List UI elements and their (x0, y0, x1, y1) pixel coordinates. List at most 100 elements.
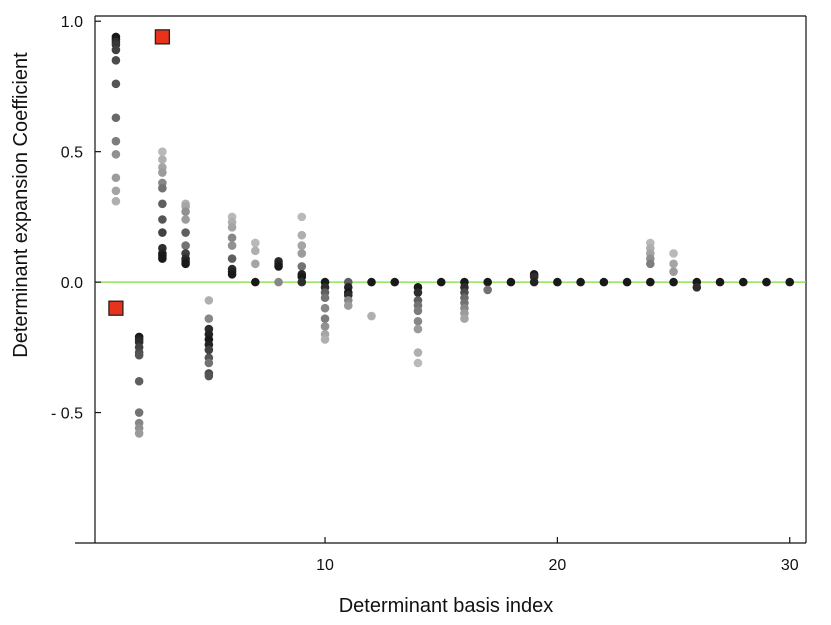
data-point (111, 45, 121, 55)
data-point (390, 277, 400, 287)
data-point (111, 113, 121, 123)
data-point (251, 259, 260, 269)
x-tick-label: 30 (781, 557, 799, 574)
data-point (762, 277, 771, 287)
data-point (413, 324, 423, 334)
data-point (111, 136, 121, 146)
data-point (227, 269, 237, 279)
data-point (297, 262, 307, 271)
data-point (297, 249, 307, 258)
data-point (274, 277, 283, 287)
y-axis-ticks: 1.0 0.5 0.0 - 0.5 (51, 14, 101, 423)
data-point (553, 277, 562, 287)
data-point (738, 277, 748, 287)
data-point (181, 207, 190, 216)
data-point (413, 306, 423, 316)
data-point (483, 277, 492, 287)
data-point (669, 259, 678, 269)
data-point (181, 259, 190, 269)
data-point (413, 348, 423, 357)
data-point (343, 301, 353, 310)
data-point (181, 241, 190, 250)
data-point (367, 311, 376, 321)
data-point (692, 283, 702, 292)
data-point (181, 215, 190, 224)
x-axis-ticks: 10 20 30 (316, 537, 799, 574)
data-point (251, 246, 260, 256)
highlight-marker (108, 300, 124, 316)
data-point (134, 350, 144, 360)
data-point (622, 277, 632, 287)
highlight-layer (108, 29, 171, 316)
data-point (785, 277, 795, 287)
data-point (436, 277, 446, 287)
data-point (297, 230, 307, 240)
data-point (158, 199, 167, 209)
data-point (158, 228, 167, 237)
data-point (413, 358, 423, 368)
data-point (646, 259, 655, 269)
data-point (111, 186, 121, 196)
data-point (204, 345, 214, 355)
data-point (320, 322, 330, 331)
x-axis-label: Determinant basis index (339, 595, 554, 617)
data-point (320, 335, 330, 344)
data-point (111, 56, 121, 65)
data-point (158, 155, 167, 164)
data-point (297, 277, 307, 287)
plot-frame (75, 15, 807, 544)
y-tick-label: 0.5 (61, 145, 83, 162)
data-point (297, 241, 307, 250)
data-point (227, 223, 237, 232)
data-point (111, 79, 121, 89)
data-point (274, 262, 283, 271)
data-point (158, 254, 167, 263)
data-point (669, 277, 678, 287)
data-point (204, 314, 214, 323)
y-tick-label: 0.0 (61, 275, 83, 292)
highlight-marker (154, 29, 171, 45)
data-point (529, 277, 539, 287)
data-point (251, 238, 260, 248)
data-point (599, 277, 609, 287)
y-tick-label: - 0.5 (51, 406, 83, 423)
data-point (181, 228, 190, 237)
data-point (111, 149, 121, 159)
data-point (227, 241, 237, 250)
y-axis-label: Determinant expansion Coefficient (10, 52, 32, 358)
data-point (158, 215, 167, 224)
x-tick-label: 20 (548, 557, 566, 574)
data-point (413, 288, 423, 297)
data-point (320, 314, 330, 323)
data-point (669, 267, 678, 276)
data-point (460, 314, 469, 323)
data-point (227, 254, 237, 263)
data-point (669, 249, 678, 258)
data-point (413, 316, 423, 326)
data-point (251, 277, 260, 287)
data-point (646, 277, 655, 287)
data-point (506, 277, 516, 287)
data-point (204, 358, 214, 368)
data-point (111, 173, 121, 183)
data-point (134, 408, 144, 417)
data-point (367, 277, 376, 287)
data-point (320, 303, 330, 313)
data-point (204, 296, 214, 305)
y-tick-label: 1.0 (61, 14, 83, 31)
data-point (320, 293, 330, 303)
x-tick-label: 10 (316, 557, 334, 574)
data-point (715, 277, 725, 287)
data-point (483, 285, 492, 295)
data-point (134, 376, 144, 386)
data-point (576, 277, 585, 287)
data-point (227, 233, 237, 243)
data-point (158, 183, 167, 193)
data-point (134, 429, 144, 438)
data-point (158, 168, 167, 177)
data-point (297, 212, 307, 222)
data-point (204, 371, 214, 381)
data-point (111, 196, 121, 206)
data-point (158, 147, 167, 156)
